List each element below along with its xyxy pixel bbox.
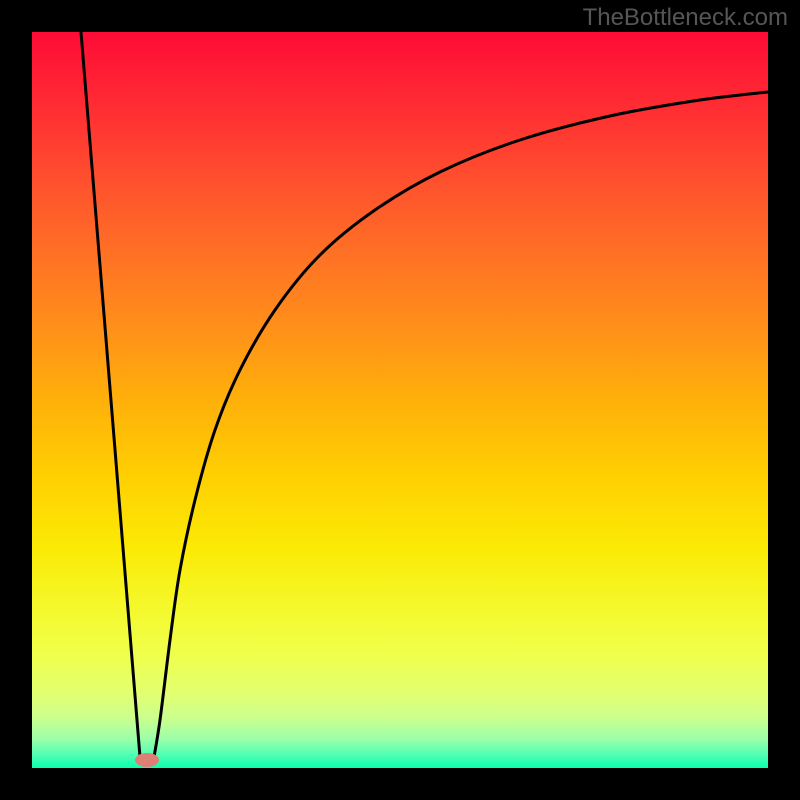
- watermark-text: TheBottleneck.com: [583, 4, 788, 32]
- plot-background: [32, 32, 768, 768]
- bottleneck-chart: [0, 0, 800, 800]
- optimal-point-marker: [135, 753, 159, 767]
- chart-frame: TheBottleneck.com: [0, 0, 800, 800]
